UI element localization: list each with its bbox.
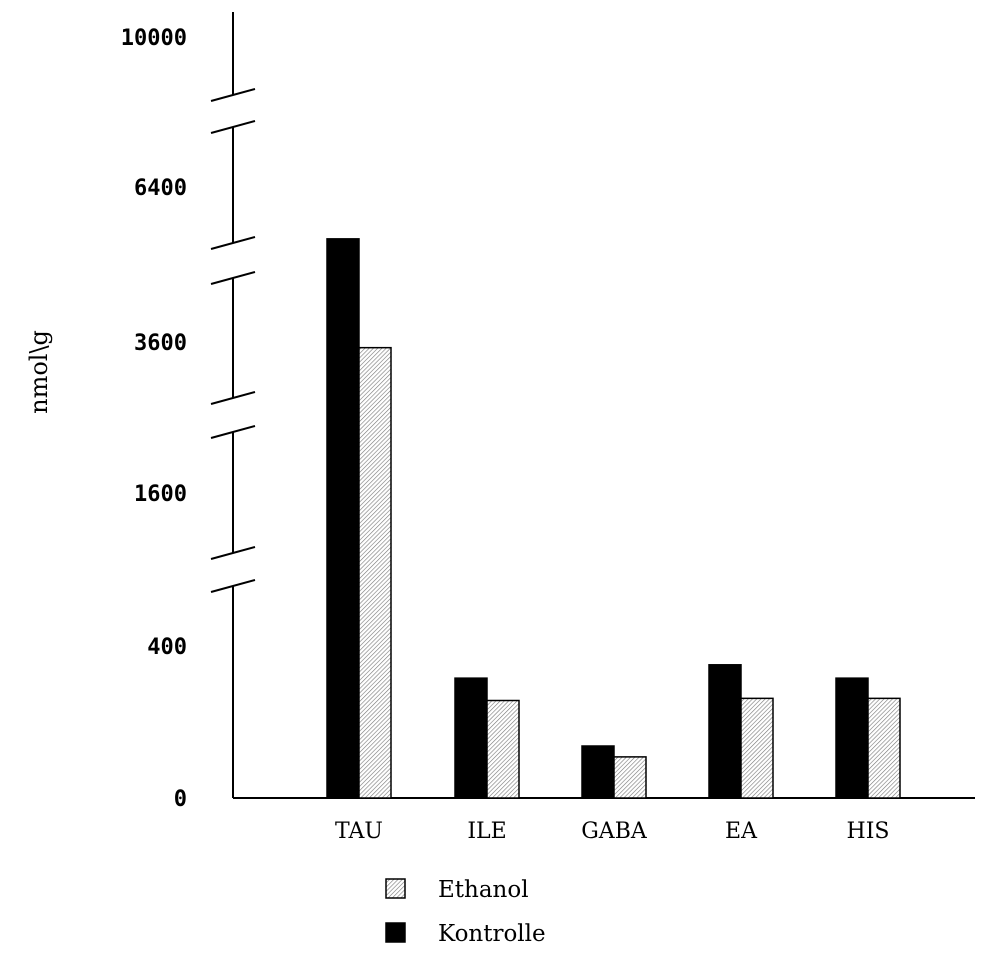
bar-kontrolle-gaba [581,745,615,799]
axis-break-mark [210,236,256,250]
y-tick-label: 0 [174,787,187,812]
y-axis [210,12,256,798]
x-tick-label: HIS [847,819,890,844]
axis-break-mark [210,391,256,405]
y-tick-label: 3600 [134,331,187,356]
x-tick-labels: TAU ILE GABA EA HIS [335,819,889,844]
legend-swatch-ethanol [385,878,406,899]
x-tick-label: EA [725,819,758,844]
y-axis-title: nmol\g [25,330,53,414]
x-tick-label: TAU [335,819,383,844]
legend: Ethanol Kontrolle [385,877,546,947]
bar-series [326,238,901,799]
bar-kontrolle-tau [326,238,360,799]
y-tick-label: 1600 [134,482,187,507]
y-tick-label: 400 [147,635,187,660]
bar-kontrolle-ile [454,677,488,799]
legend-label-ethanol: Ethanol [438,877,529,903]
legend-label-kontrolle: Kontrolle [438,921,546,947]
bar-ethanol-tau [358,346,392,799]
bar-kontrolle-ea [708,664,742,799]
bar-ethanol-ile [486,699,520,799]
bar-ethanol-gaba [613,756,647,799]
bar-ethanol-his [867,697,901,799]
bar-ethanol-ea [740,697,774,799]
y-tick-labels: 0 400 1600 3600 6400 10000 [121,26,187,812]
axis-break-mark [210,546,256,560]
axis-break-mark [210,88,256,102]
legend-swatch-kontrolle [385,922,406,943]
x-tick-label: GABA [581,819,648,844]
y-tick-label: 6400 [134,176,187,201]
y-tick-label: 10000 [121,26,187,51]
x-tick-label: ILE [467,819,506,844]
bar-kontrolle-his [835,677,869,799]
